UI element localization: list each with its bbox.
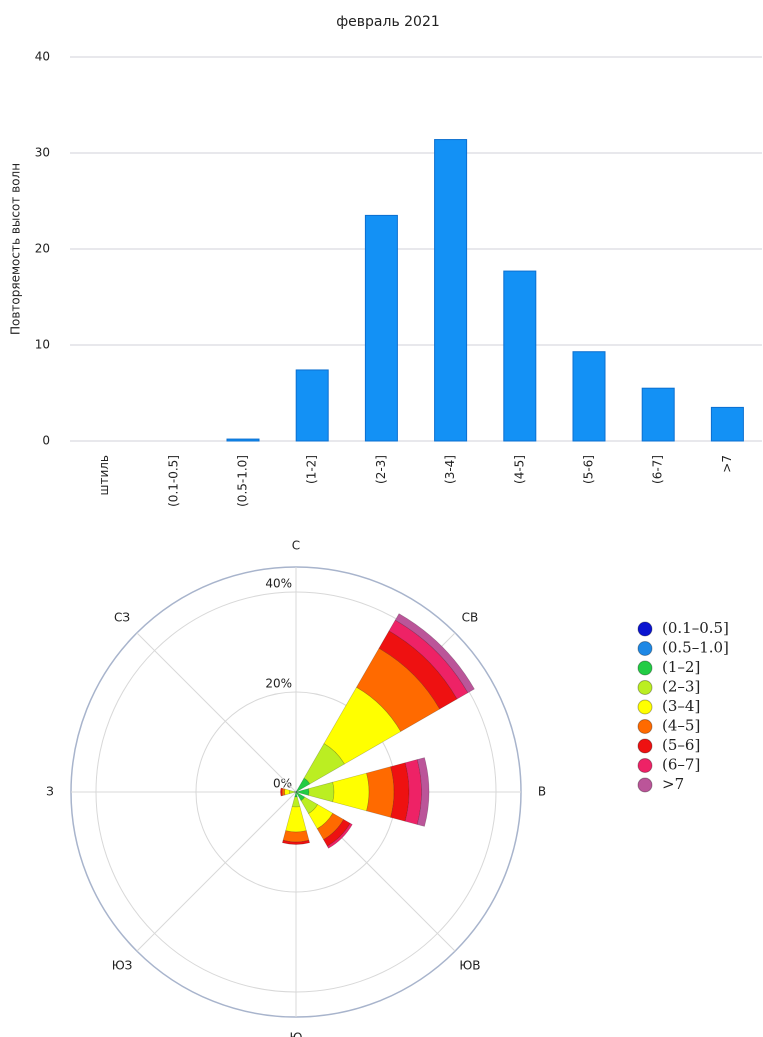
- rose-segment: [289, 789, 295, 795]
- legend-label: (6–7]: [662, 756, 700, 774]
- legend-marker: [637, 777, 653, 793]
- legend-marker: [637, 621, 653, 637]
- x-tick-label: штиль: [97, 455, 111, 496]
- rose-segment: [296, 777, 311, 792]
- rose-segment: [332, 772, 370, 812]
- legend-marker: [637, 738, 653, 754]
- legend-label: (5–6]: [662, 736, 700, 754]
- x-tick-label: (4-5]: [512, 455, 526, 484]
- legend-label: (2–3]: [662, 678, 700, 696]
- x-tick-label: >7: [720, 455, 734, 473]
- x-tick-label: (5-6]: [582, 455, 596, 484]
- x-tick-label: (2-3]: [374, 455, 388, 484]
- y-tick-label: 40: [35, 50, 50, 64]
- rose-segment: [296, 788, 310, 796]
- y-tick-label: 0: [42, 434, 50, 448]
- direction-label: СЗ: [114, 611, 130, 625]
- direction-label: Ю: [290, 1031, 303, 1037]
- direction-label: ЮЗ: [112, 958, 133, 972]
- bar: [295, 369, 329, 442]
- legend-label: (0.5–1.0]: [662, 639, 729, 657]
- bar: [641, 387, 675, 442]
- direction-label: СВ: [462, 611, 479, 625]
- bar: [572, 351, 606, 442]
- legend-marker: [637, 699, 653, 715]
- legend-label: (0.1–0.5]: [662, 619, 729, 637]
- rose-segment: [284, 788, 291, 796]
- bar: [364, 214, 398, 442]
- legend-marker: [637, 719, 653, 734]
- rose-segment: [390, 762, 410, 822]
- legend-marker: [637, 758, 653, 773]
- legend-marker: [637, 641, 653, 656]
- bar: [226, 438, 260, 442]
- rose-segment: [394, 613, 475, 694]
- y-axis-label: Повторяемость высот волн: [9, 163, 23, 335]
- y-tick-label: 10: [35, 338, 50, 352]
- rose-segment: [323, 819, 351, 847]
- x-tick-label: (0.5-1.0]: [236, 455, 250, 507]
- x-tick-label: (3-4]: [443, 455, 457, 484]
- rose-segment: [285, 806, 307, 833]
- bar: [434, 139, 468, 442]
- rose-segment: [303, 743, 345, 785]
- r-tick-label: 20%: [265, 677, 292, 691]
- rose-segment: [280, 787, 283, 797]
- bar: [503, 270, 537, 442]
- rose-segment: [326, 822, 353, 849]
- x-tick-label: (0.1-0.5]: [166, 455, 180, 507]
- y-tick-label: 30: [35, 146, 50, 160]
- x-tick-label: (1-2]: [305, 455, 319, 484]
- legend-label: (1–2]: [662, 658, 700, 676]
- r-tick-label: 0%: [273, 777, 292, 791]
- chart-title: февраль 2021: [336, 14, 440, 30]
- spoke: [136, 632, 297, 793]
- legend-marker: [637, 680, 653, 695]
- rose-segment: [291, 796, 301, 808]
- direction-label: С: [292, 539, 300, 553]
- rose-segment: [308, 781, 335, 803]
- y-tick-label: 20: [35, 242, 50, 256]
- legend-label: >7: [662, 775, 684, 793]
- bar: [710, 406, 744, 442]
- legend-marker: [637, 660, 653, 676]
- direction-label: ЮВ: [459, 958, 480, 972]
- rose-segment: [416, 757, 430, 827]
- spoke: [136, 791, 297, 952]
- legend-label: (4–5]: [662, 717, 700, 735]
- direction-label: З: [46, 785, 54, 799]
- rose-segment: [300, 796, 319, 815]
- rose-segment: [282, 839, 310, 845]
- legend: (0.1–0.5] (0.5–1.0](1–2] (2–3](3–4] (4–5](5…: [637, 619, 729, 793]
- x-tick-label: (6-7]: [651, 455, 665, 484]
- r-tick-label: 40%: [265, 577, 292, 591]
- direction-label: В: [538, 785, 546, 799]
- rose-segment: [366, 766, 395, 818]
- legend-label: (3–4]: [662, 697, 700, 715]
- rose-segment: [282, 830, 310, 843]
- rose-segment: [316, 812, 345, 841]
